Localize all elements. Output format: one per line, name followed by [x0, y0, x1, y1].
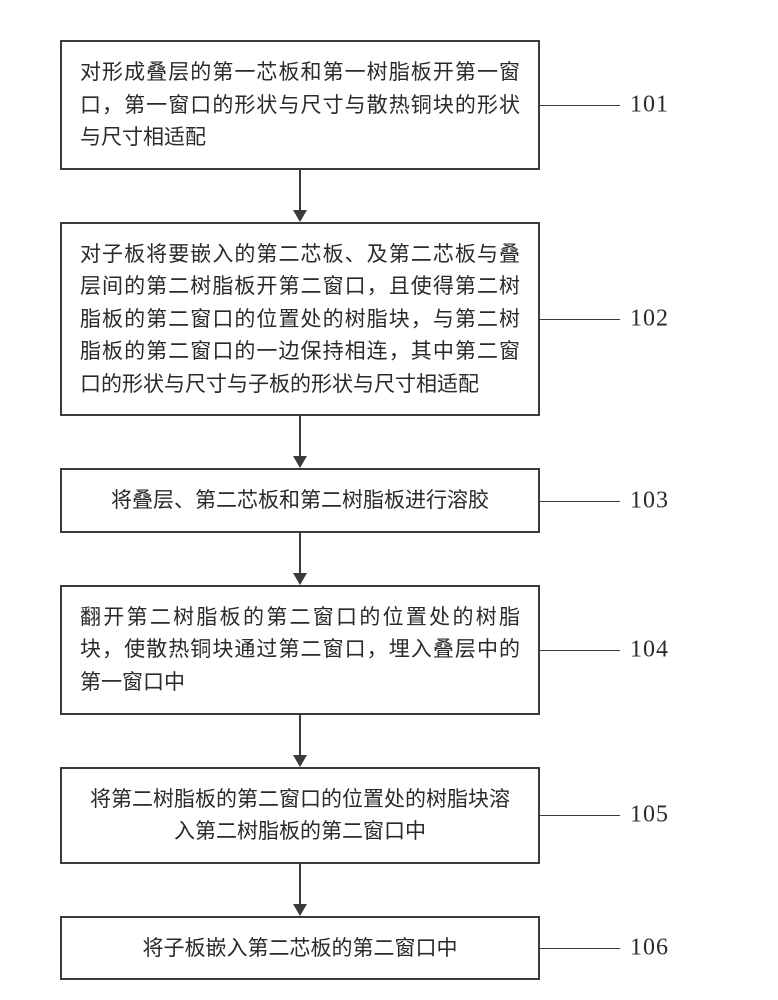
step-row-106: 将子板嵌入第二芯板的第二窗口中 106 [0, 916, 778, 981]
step-row-104: 翻开第二树脂板的第二窗口的位置处的树脂块，使散热铜块通过第二窗口，埋入叠层中的第… [0, 585, 778, 715]
step-box: 对形成叠层的第一芯板和第一树脂板开第一窗口，第一窗口的形状与尺寸与散热铜块的形状… [60, 40, 540, 170]
step-row-101: 对形成叠层的第一芯板和第一树脂板开第一窗口，第一窗口的形状与尺寸与散热铜块的形状… [0, 40, 778, 170]
step-label: 104 [630, 636, 669, 663]
step-label: 102 [630, 306, 669, 333]
step-row-103: 将叠层、第二芯板和第二树脂板进行溶胶 103 [0, 468, 778, 533]
step-box: 将子板嵌入第二芯板的第二窗口中 [60, 916, 540, 981]
connector-line [540, 650, 620, 651]
step-text: 将叠层、第二芯板和第二树脂板进行溶胶 [111, 488, 489, 512]
connector-line [540, 105, 620, 106]
step-text: 翻开第二树脂板的第二窗口的位置处的树脂块，使散热铜块通过第二窗口，埋入叠层中的第… [80, 605, 520, 694]
connector-line [540, 815, 620, 816]
step-row-102: 对子板将要嵌入的第二芯板、及第二芯板与叠层间的第二树脂板开第二窗口，且使得第二树… [0, 222, 778, 417]
step-label: 101 [630, 91, 669, 118]
flowchart-container: 对形成叠层的第一芯板和第一树脂板开第一窗口，第一窗口的形状与尺寸与散热铜块的形状… [0, 40, 778, 980]
step-text: 对形成叠层的第一芯板和第一树脂板开第一窗口，第一窗口的形状与尺寸与散热铜块的形状… [80, 60, 520, 149]
connector-line [540, 948, 620, 949]
connector-line [540, 501, 620, 502]
connector-line [540, 319, 620, 320]
step-box: 将第二树脂板的第二窗口的位置处的树脂块溶入第二树脂板的第二窗口中 [60, 767, 540, 864]
step-box: 对子板将要嵌入的第二芯板、及第二芯板与叠层间的第二树脂板开第二窗口，且使得第二树… [60, 222, 540, 417]
step-label: 106 [630, 934, 669, 961]
step-box: 翻开第二树脂板的第二窗口的位置处的树脂块，使散热铜块通过第二窗口，埋入叠层中的第… [60, 585, 540, 715]
step-row-105: 将第二树脂板的第二窗口的位置处的树脂块溶入第二树脂板的第二窗口中 105 [0, 767, 778, 864]
step-text: 对子板将要嵌入的第二芯板、及第二芯板与叠层间的第二树脂板开第二窗口，且使得第二树… [80, 242, 520, 396]
step-text: 将子板嵌入第二芯板的第二窗口中 [143, 936, 458, 960]
step-label: 103 [630, 487, 669, 514]
step-box: 将叠层、第二芯板和第二树脂板进行溶胶 [60, 468, 540, 533]
step-label: 105 [630, 802, 669, 829]
step-text: 将第二树脂板的第二窗口的位置处的树脂块溶入第二树脂板的第二窗口中 [90, 787, 510, 844]
